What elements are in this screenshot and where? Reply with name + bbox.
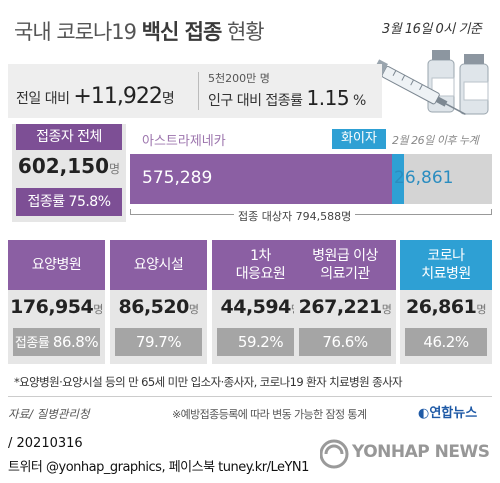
category-value-unit: 명 <box>93 303 103 316</box>
page-title: 국내 코로나19 백신 접종 현황 <box>14 16 265 46</box>
target-total: 접종 대상자 794,588명 <box>234 208 356 224</box>
category-value-number: 26,861 <box>406 296 477 318</box>
astrazeneca-label: 아스트라제네카 <box>142 134 226 149</box>
summary-divider <box>198 72 199 110</box>
logo-text: 연합뉴스 <box>429 406 478 421</box>
total-value-unit: 명 <box>109 162 121 176</box>
population-rate: 인구 대비 접종률 1.15 % <box>208 86 366 110</box>
daily-change: 전일 대비 +11,922명 <box>16 84 175 109</box>
pfizer-bar <box>392 154 405 204</box>
category-value-unit: 명 <box>188 303 199 316</box>
population-note: 5천200만 명 <box>208 72 270 85</box>
total-rate: 접종률 75.8% <box>16 188 122 216</box>
daily-change-unit: 명 <box>161 91 175 107</box>
category-rate-value: 79.7% <box>135 333 182 351</box>
watermark-text: YONHAP NEWS <box>352 442 490 462</box>
category-rate: 59.2% <box>217 328 304 356</box>
category-head: 병원급 이상 의료기관 <box>294 240 396 290</box>
footer-divider <box>8 396 492 397</box>
publish-date: / 20210316 <box>8 436 83 451</box>
pfizer-note: 2월 26일 이후 누계 <box>392 134 479 147</box>
category-value: 26,861명 <box>400 296 492 318</box>
title-part-bold: 백신 접종 <box>141 20 223 44</box>
astrazeneca-bar <box>130 154 393 204</box>
vial-icon-right <box>459 54 489 115</box>
category-value: 176,954명 <box>8 296 105 318</box>
category-rate-value: 76.6% <box>322 333 368 351</box>
population-rate-unit: % <box>349 93 366 109</box>
title-part-2: 현황 <box>221 20 265 44</box>
category-value-number: 86,520 <box>118 296 190 318</box>
category-card: 코로나 치료병원 26,861명 46.2% <box>400 240 492 364</box>
provisional-note: ※예방접종등록에 따라 변동 가능한 잠정 통계 <box>172 408 367 421</box>
category-rate-value: 59.2% <box>237 333 284 351</box>
vaccine-bar-track: 575,289 26,861 <box>130 154 492 204</box>
yonhap-watermark-logo-icon <box>320 439 349 469</box>
category-head: 요양병원 <box>8 240 105 290</box>
source-credit: 자료/ 질병관리청 <box>8 407 90 421</box>
category-head: 코로나 치료병원 <box>400 240 492 290</box>
category-rate-value: 46.2% <box>423 333 469 351</box>
category-value-unit: 명 <box>476 303 486 316</box>
daily-change-value: +11,922 <box>73 84 162 109</box>
total-label: 접종자 전체 <box>16 124 122 150</box>
total-value: 602,150명 <box>12 154 126 178</box>
footnote: *요양병원·요양시설 등의 만 65세 미만 입소자·종사자, 코로나19 환자… <box>14 375 403 389</box>
pfizer-value: 26,861 <box>394 168 454 188</box>
category-rate: 46.2% <box>405 328 487 356</box>
category-rate: 79.7% <box>115 328 202 356</box>
total-value-number: 602,150 <box>17 154 110 178</box>
syringe-icon <box>376 59 466 115</box>
category-rate: 접종률 86.8% <box>13 328 100 356</box>
category-card: 요양병원 176,954명 접종률 86.8% <box>8 240 105 364</box>
category-card: 요양시설 86,520명 79.7% <box>110 240 207 364</box>
category-value-number: 44,594 <box>220 296 292 318</box>
vaccine-vials-syringe-illustration <box>376 50 489 115</box>
category-value-unit: 명 <box>381 303 392 316</box>
total-vaccinated-box: 접종자 전체 602,150명 접종률 75.8% <box>12 124 126 222</box>
category-card: 병원급 이상 의료기관 267,221명 76.6% <box>294 240 396 364</box>
category-head: 1차 대응요원 <box>212 240 309 290</box>
reference-date: 3월 16일 0시 기준 <box>382 22 482 37</box>
population-rate-label: 인구 대비 접종률 <box>208 93 307 109</box>
category-value: 267,221명 <box>294 296 396 318</box>
population-rate-value: 1.15 <box>306 86 350 110</box>
category-head: 요양시설 <box>110 240 207 290</box>
category-rate-prefix: 접종률 <box>14 336 53 351</box>
pfizer-label: 화이자 <box>332 129 386 149</box>
category-value-number: 267,221 <box>298 296 383 318</box>
daily-change-label: 전일 대비 <box>16 91 74 107</box>
category-value: 86,520명 <box>110 296 207 318</box>
logo-mark-icon: ◐ <box>418 406 430 421</box>
summary-panel: 전일 대비 +11,922명 5천200만 명 인구 대비 접종률 1.15 % <box>8 64 382 118</box>
title-part-1: 국내 코로나19 <box>14 20 142 44</box>
category-rate-value: 86.8% <box>52 333 99 351</box>
category-value-number: 176,954 <box>10 296 94 318</box>
social-handles: 트위터 @yonhap_graphics, 페이스북 tuney.kr/LeYN… <box>8 460 309 475</box>
yonhap-logo: ◐연합뉴스 <box>418 402 477 421</box>
astrazeneca-value: 575,289 <box>142 168 213 188</box>
category-rate: 76.6% <box>299 328 391 356</box>
